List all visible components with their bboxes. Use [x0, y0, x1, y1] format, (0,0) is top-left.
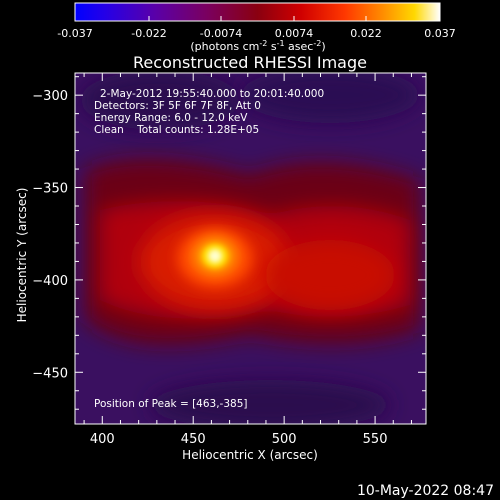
colorbar-tick-label: 0.0074 [275, 27, 314, 40]
y-tick-labels: −300 −350 −400 −450 [32, 89, 68, 381]
colorbar-units-label: (photons cm-2 s-1 asec-2) [190, 39, 325, 53]
x-axis-label: Heliocentric X (arcsec) [182, 448, 318, 462]
y-tick-label: −400 [32, 274, 68, 289]
peak-position-label: Position of Peak = [463,-385] [94, 398, 248, 410]
x-tick-label: 550 [363, 432, 388, 447]
colorbar-tick-label: -0.0074 [200, 27, 242, 40]
colorbar-ticks [74, 16, 441, 21]
footer-timestamp: 10-May-2022 08:47 [357, 483, 494, 499]
colorbar-gradient [74, 2, 441, 22]
y-tick-label: −350 [32, 182, 68, 197]
info-time-range: 2-May-2012 19:55:40.000 to 20:01:40.000 [100, 88, 324, 100]
image-feature [80, 73, 240, 130]
image-feature [208, 249, 222, 263]
y-axis-label: Heliocentric Y (arcsec) [15, 188, 29, 323]
axis-ticks [75, 73, 426, 424]
image-feature [265, 240, 395, 310]
plot-frame [74, 72, 427, 425]
colorbar: -0.037 -0.022 -0.0074 0.0074 0.022 0.037… [57, 2, 456, 53]
colorbar-tick-label: 0.022 [350, 27, 382, 40]
colorbar-tick-label: 0.037 [424, 27, 456, 40]
y-tick-label: −450 [32, 366, 68, 381]
info-energy-range: Energy Range: 6.0 - 12.0 keV [94, 112, 248, 124]
colorbar-tick-labels: -0.037 -0.022 -0.0074 0.0074 0.022 0.037 [57, 27, 455, 40]
x-tick-label: 450 [181, 432, 206, 447]
observation-info: 2-May-2012 19:55:40.000 to 20:01:40.000 … [94, 88, 324, 136]
info-detectors: Detectors: 3F 5F 6F 7F 8F, Att 0 [94, 100, 261, 112]
info-clean-counts: Clean Total counts: 1.28E+05 [94, 124, 259, 136]
colorbar-tick-label: -0.037 [57, 27, 92, 40]
y-tick-label: −300 [32, 89, 68, 104]
colorbar-tick-label: -0.022 [131, 27, 166, 40]
x-tick-labels: 400 450 500 550 [90, 432, 388, 447]
x-tick-label: 400 [90, 432, 115, 447]
image-feature [240, 73, 420, 123]
image-feature [150, 380, 390, 424]
rhessi-image [75, 73, 426, 424]
plot-title: Reconstructed RHESSI Image [133, 53, 367, 72]
x-tick-label: 500 [272, 432, 297, 447]
